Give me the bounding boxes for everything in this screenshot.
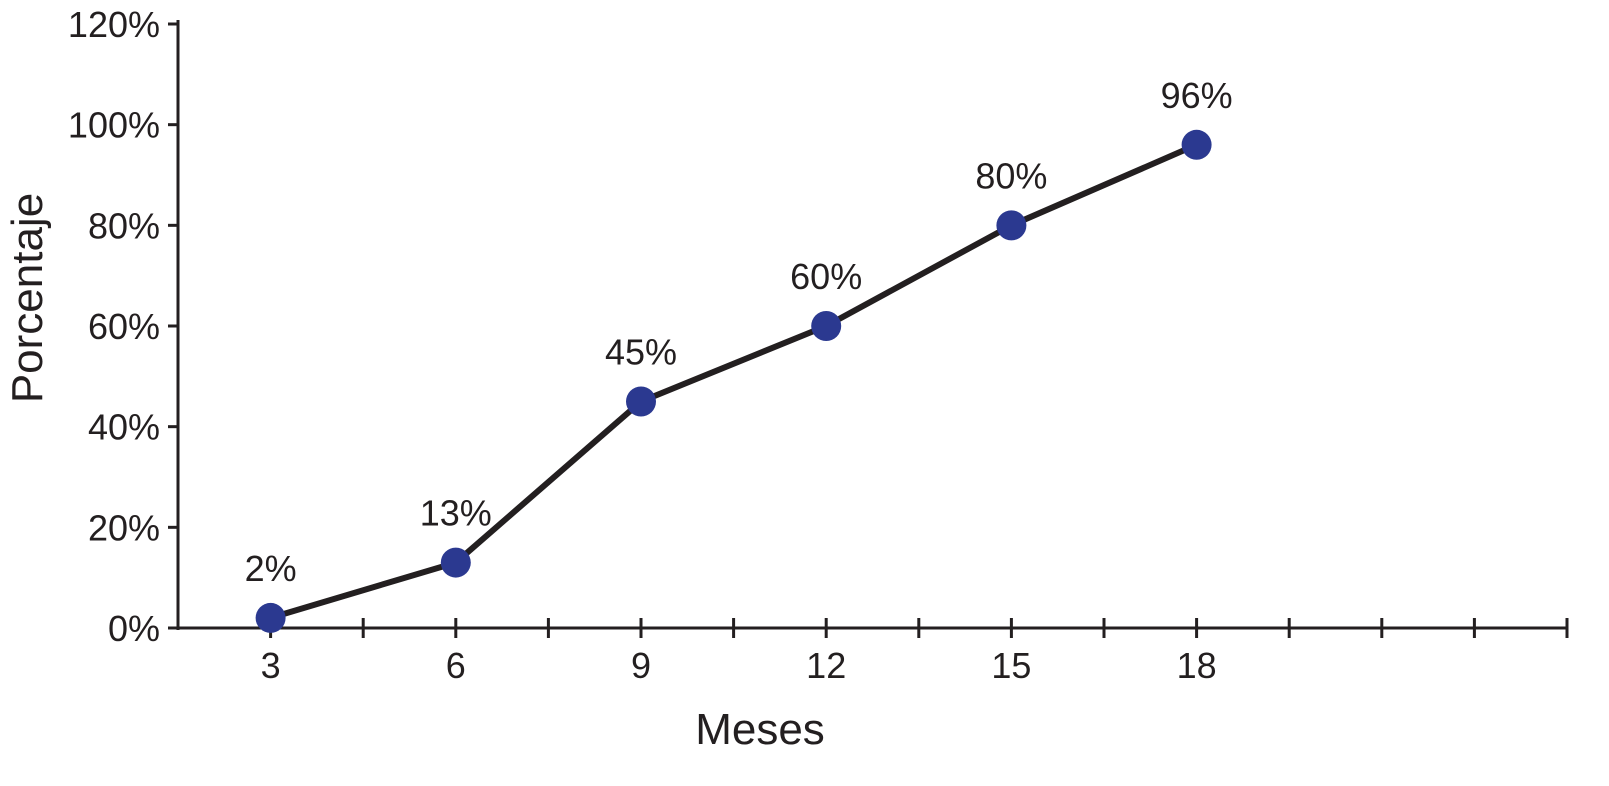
y-tick-label: 40%	[88, 407, 160, 448]
data-label: 13%	[420, 493, 492, 534]
series-line	[269, 142, 1198, 621]
data-points	[255, 129, 1212, 633]
y-tick-label: 80%	[88, 205, 160, 246]
data-point	[440, 547, 471, 578]
y-tick-label: 0%	[108, 608, 160, 649]
x-tick-label: 3	[261, 645, 281, 686]
x-tick-label: 6	[446, 645, 466, 686]
y-tick-label: 20%	[88, 507, 160, 548]
y-tick-label: 120%	[68, 4, 160, 45]
x-tick-label: 12	[806, 645, 846, 686]
data-point	[1181, 129, 1212, 160]
y-tick-label: 100%	[68, 105, 160, 146]
y-tick-label: 60%	[88, 306, 160, 347]
data-label: 60%	[790, 256, 862, 297]
y-axis-ticks: 0% 20% 40% 60% 80% 100% 120%	[68, 4, 178, 649]
x-axis-title: Meses	[695, 705, 825, 754]
data-label: 80%	[975, 155, 1047, 196]
data-point	[626, 386, 656, 417]
y-axis-title: Porcentaje	[3, 193, 52, 403]
data-label: 45%	[605, 332, 677, 373]
x-tick-label: 18	[1177, 645, 1217, 686]
data-label: 2%	[245, 548, 297, 589]
data-labels: 2% 13% 45% 60% 80% 96%	[245, 75, 1233, 589]
data-label: 96%	[1161, 75, 1233, 116]
x-tick-label: 15	[991, 645, 1031, 686]
x-tick-label: 9	[631, 645, 651, 686]
data-point	[811, 311, 842, 341]
data-point	[996, 210, 1027, 241]
x-axis-ticks: 3 6 9 12 15 18	[261, 618, 1569, 686]
data-point	[255, 602, 286, 633]
